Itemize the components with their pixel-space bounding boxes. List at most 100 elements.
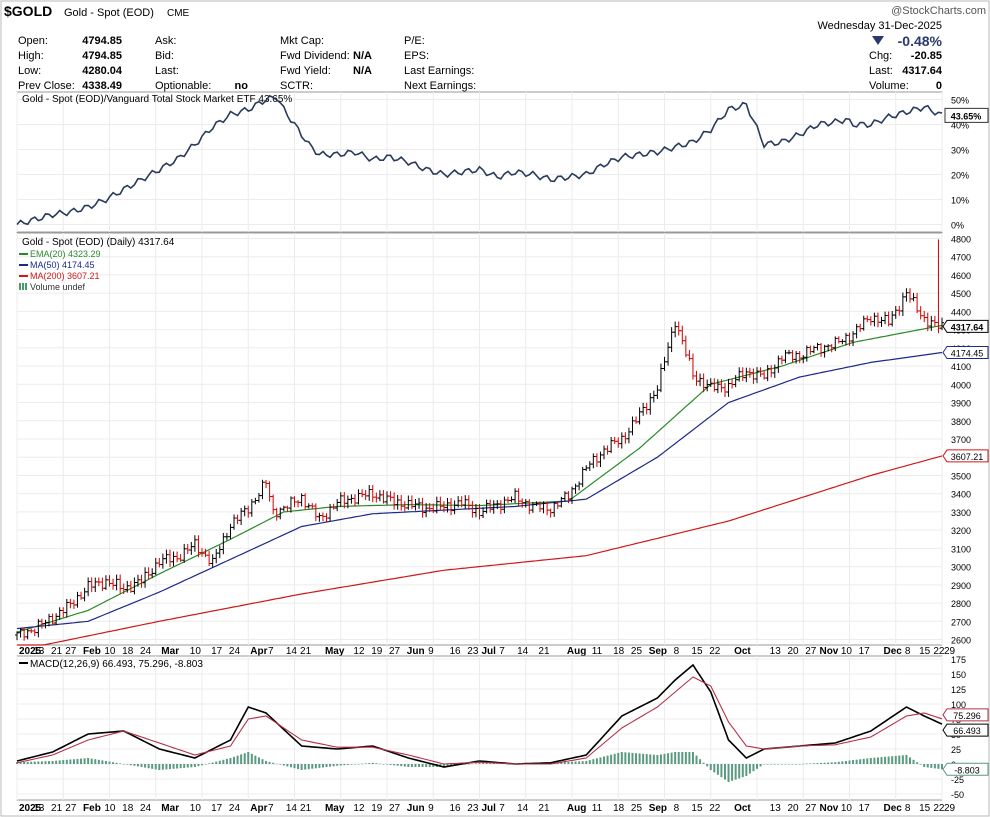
macd-histogram-bar bbox=[129, 764, 132, 766]
quote-label: Next Earnings: bbox=[404, 80, 476, 92]
macd-histogram-bar bbox=[414, 764, 417, 767]
quote-label: Volume: bbox=[869, 80, 909, 92]
x-axis-label: 13 bbox=[770, 646, 782, 657]
x-axis-label: 17 bbox=[859, 646, 871, 657]
macd-histogram-bar bbox=[108, 761, 111, 764]
x-axis-label: 27 bbox=[389, 646, 401, 657]
x-axis-label-bottom: 21 bbox=[51, 803, 63, 814]
macd-histogram-bar bbox=[368, 763, 371, 764]
macd-histogram-bar bbox=[332, 764, 335, 767]
x-axis-label: 14 bbox=[286, 646, 298, 657]
macd-histogram-bar bbox=[289, 764, 292, 768]
x-axis-label: 27 bbox=[65, 646, 77, 657]
macd-histogram-bar bbox=[585, 761, 588, 764]
macd-histogram-bar bbox=[627, 752, 630, 764]
macd-histogram-bar bbox=[788, 764, 791, 765]
macd-histogram-bar bbox=[780, 764, 783, 765]
macd-histogram-bar bbox=[300, 764, 303, 770]
x-axis-label-bottom: Oct bbox=[734, 803, 751, 814]
price-tick-label: 3700 bbox=[951, 435, 971, 445]
macd-histogram-bar bbox=[894, 755, 897, 764]
x-axis-label: Jul bbox=[482, 646, 497, 657]
macd-histogram-bar bbox=[55, 760, 58, 764]
macd-histogram-bar bbox=[311, 764, 314, 769]
macd-histogram-bar bbox=[905, 755, 908, 764]
macd-histogram-bar bbox=[76, 758, 79, 764]
macd-tick-label: -50 bbox=[951, 790, 964, 800]
macd-histogram-bar bbox=[866, 758, 869, 764]
quote-label: Fwd Yield: bbox=[280, 65, 331, 77]
quote-value: 4317.64 bbox=[902, 65, 943, 77]
macd-histogram-bar bbox=[805, 763, 808, 765]
quote-value: N/A bbox=[353, 65, 372, 77]
quote-label: Open: bbox=[18, 35, 48, 47]
ma-line-2 bbox=[17, 455, 943, 646]
x-axis-label-bottom: 13 bbox=[770, 803, 782, 814]
x-axis-label: 15 bbox=[919, 646, 931, 657]
down-triangle-icon bbox=[872, 36, 884, 45]
macd-histogram-bar bbox=[812, 763, 815, 764]
macd-histogram-bar bbox=[709, 764, 712, 770]
quote-label: Last: bbox=[155, 65, 179, 77]
x-axis-label: 23 bbox=[467, 646, 479, 657]
macd-histogram-bar bbox=[620, 752, 623, 764]
macd-histogram-bar bbox=[716, 764, 719, 775]
macd-histogram-bar bbox=[734, 764, 737, 780]
macd-histogram-bar bbox=[19, 762, 22, 764]
x-axis-label: 17 bbox=[211, 646, 223, 657]
macd-histogram-bar bbox=[69, 759, 72, 764]
macd-histogram-bar bbox=[172, 764, 175, 769]
macd-histogram-bar bbox=[26, 761, 29, 764]
price-tick-label: 2600 bbox=[951, 636, 971, 646]
quote-label: Last Earnings: bbox=[404, 65, 474, 77]
macd-histogram-bar bbox=[723, 764, 726, 780]
macd-histogram-bar bbox=[930, 764, 933, 768]
macd-histogram-bar bbox=[247, 752, 250, 764]
macd-histogram-bar bbox=[873, 757, 876, 764]
price-tick-label: 3000 bbox=[951, 563, 971, 573]
x-axis-label-bottom: Mar bbox=[161, 803, 179, 814]
macd-histogram-bar bbox=[190, 764, 193, 768]
macd-histogram-bar bbox=[777, 764, 780, 765]
macd-histogram-bar bbox=[44, 761, 47, 764]
macd-histogram-bar bbox=[233, 756, 236, 764]
x-axis-label: 8 bbox=[674, 646, 680, 657]
macd-histogram-bar bbox=[855, 759, 858, 764]
macd-histogram-bar bbox=[802, 763, 805, 765]
price-tick-label: 2800 bbox=[951, 599, 971, 609]
macd-histogram-bar bbox=[357, 764, 360, 765]
x-axis-label-bottom: 25 bbox=[631, 803, 643, 814]
macd-histogram-bar bbox=[432, 764, 435, 767]
x-axis-label: 12 bbox=[353, 646, 365, 657]
macd-histogram-bar bbox=[492, 763, 495, 764]
macd-histogram-bar bbox=[464, 764, 467, 765]
macd-histogram-bar bbox=[642, 753, 645, 764]
quote-value: N/A bbox=[353, 50, 372, 62]
quote-label: Bid: bbox=[155, 50, 174, 62]
ratio-title: Gold - Spot (EOD)/Vanguard Total Stock M… bbox=[22, 94, 292, 105]
macd-histogram-bar bbox=[638, 753, 641, 764]
macd-histogram-bar bbox=[364, 763, 367, 764]
x-axis-label: 15 bbox=[691, 646, 703, 657]
x-axis-label: 22 bbox=[933, 646, 945, 657]
macd-histogram-bar bbox=[279, 764, 282, 765]
x-axis-label: 18 bbox=[613, 646, 625, 657]
x-axis-label-bottom: 17 bbox=[211, 803, 223, 814]
x-axis-label-bottom: Apr bbox=[250, 803, 267, 814]
macd-histogram-bar bbox=[261, 759, 264, 764]
macd-histogram-bar bbox=[756, 764, 758, 769]
x-axis-label-bottom: 27 bbox=[805, 803, 817, 814]
x-axis-label: 10 bbox=[104, 646, 116, 657]
x-axis-label-bottom: 21 bbox=[300, 803, 312, 814]
macd-histogram-bar bbox=[848, 760, 851, 764]
macd-histogram-bar bbox=[738, 764, 741, 779]
macd-histogram-bar bbox=[442, 764, 445, 767]
macd-histogram-bar bbox=[197, 764, 200, 767]
quote-label: P/E: bbox=[404, 35, 425, 47]
macd-histogram-bar bbox=[396, 764, 399, 766]
macd-histogram-bar bbox=[122, 764, 125, 765]
macd-histogram-bar bbox=[37, 761, 40, 764]
macd-histogram-bar bbox=[361, 763, 364, 765]
macd-histogram-bar bbox=[588, 760, 591, 764]
quote-value: 4280.04 bbox=[82, 65, 123, 77]
